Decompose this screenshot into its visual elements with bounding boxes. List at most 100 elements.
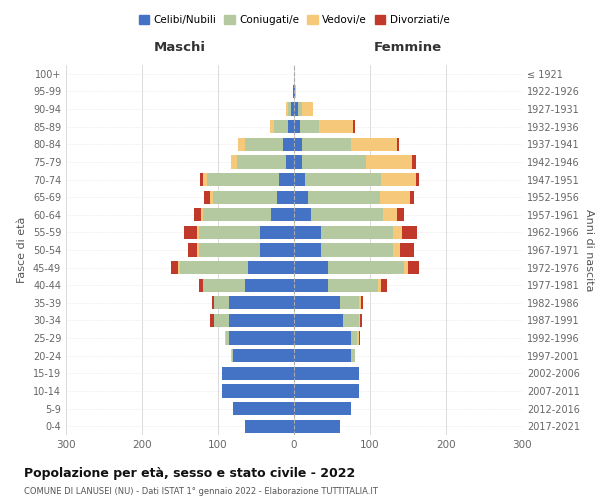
Bar (288, 120, 294, 134)
Bar (294, 366, 359, 380)
Bar (211, 314, 214, 327)
Bar (245, 420, 294, 433)
Bar (197, 244, 199, 256)
Bar (416, 173, 419, 186)
Bar (260, 244, 294, 256)
Bar (294, 226, 320, 239)
Bar (359, 332, 360, 344)
Bar (298, 102, 302, 116)
Bar (203, 173, 206, 186)
Bar (393, 244, 400, 256)
Bar (286, 156, 294, 168)
Y-axis label: Anni di nascita: Anni di nascita (584, 209, 594, 291)
Bar (293, 85, 294, 98)
Bar (294, 190, 308, 204)
Bar (294, 314, 343, 327)
Bar (328, 261, 404, 274)
Bar (294, 85, 295, 98)
Bar (205, 190, 211, 204)
Bar (302, 138, 351, 151)
Bar (199, 226, 260, 239)
Bar (188, 244, 197, 256)
Text: Maschi: Maschi (154, 42, 206, 54)
Bar (194, 208, 200, 222)
Bar (295, 85, 296, 98)
Bar (382, 278, 388, 292)
Bar (311, 208, 383, 222)
Bar (377, 278, 382, 292)
Text: COMUNE DI LANUSEI (NU) - Dati ISTAT 1° gennaio 2022 - Elaborazione TUTTITALIA.IT: COMUNE DI LANUSEI (NU) - Dati ISTAT 1° g… (24, 488, 378, 496)
Bar (231, 156, 237, 168)
Bar (308, 190, 380, 204)
Bar (211, 190, 212, 204)
Bar (260, 226, 294, 239)
Bar (366, 156, 412, 168)
Bar (305, 173, 382, 186)
Bar (383, 208, 397, 222)
Bar (294, 261, 328, 274)
Bar (214, 296, 229, 310)
Bar (229, 332, 294, 344)
Bar (393, 226, 402, 239)
Bar (231, 349, 232, 362)
Bar (294, 173, 305, 186)
Bar (180, 261, 248, 274)
Bar (353, 120, 355, 134)
Bar (360, 314, 362, 327)
Bar (300, 120, 319, 134)
Bar (197, 226, 199, 239)
Bar (226, 332, 229, 344)
Bar (357, 332, 359, 344)
Bar (229, 314, 294, 327)
Bar (203, 208, 271, 222)
Bar (279, 173, 294, 186)
Bar (402, 226, 417, 239)
Bar (200, 173, 203, 186)
Bar (410, 190, 414, 204)
Bar (343, 314, 359, 327)
Legend: Celibi/Nubili, Coniugati/e, Vedovi/e, Divorziati/e: Celibi/Nubili, Coniugati/e, Vedovi/e, Di… (134, 11, 454, 30)
Bar (351, 349, 355, 362)
Bar (291, 102, 294, 116)
Bar (361, 296, 363, 310)
Bar (238, 138, 245, 151)
Bar (302, 102, 313, 116)
Bar (199, 278, 203, 292)
Bar (294, 244, 320, 256)
Bar (400, 244, 414, 256)
Bar (294, 138, 302, 151)
Bar (214, 314, 229, 327)
Bar (294, 296, 340, 310)
Bar (294, 420, 340, 433)
Bar (294, 384, 359, 398)
Y-axis label: Fasce di età: Fasce di età (17, 217, 27, 283)
Bar (302, 156, 366, 168)
Bar (184, 226, 197, 239)
Bar (233, 349, 294, 362)
Bar (382, 173, 416, 186)
Bar (351, 332, 357, 344)
Bar (171, 261, 178, 274)
Bar (277, 190, 294, 204)
Bar (359, 314, 360, 327)
Bar (222, 366, 294, 380)
Bar (274, 120, 288, 134)
Bar (397, 138, 399, 151)
Bar (351, 138, 397, 151)
Text: Femmine: Femmine (374, 42, 442, 54)
Bar (294, 102, 298, 116)
Bar (271, 208, 294, 222)
Bar (200, 208, 203, 222)
Bar (288, 102, 291, 116)
Bar (397, 208, 404, 222)
Bar (245, 278, 294, 292)
Bar (271, 120, 274, 134)
Bar (245, 138, 283, 151)
Bar (319, 120, 353, 134)
Bar (233, 402, 294, 415)
Bar (294, 120, 300, 134)
Bar (212, 296, 214, 310)
Bar (294, 278, 328, 292)
Bar (206, 173, 279, 186)
Bar (294, 332, 351, 344)
